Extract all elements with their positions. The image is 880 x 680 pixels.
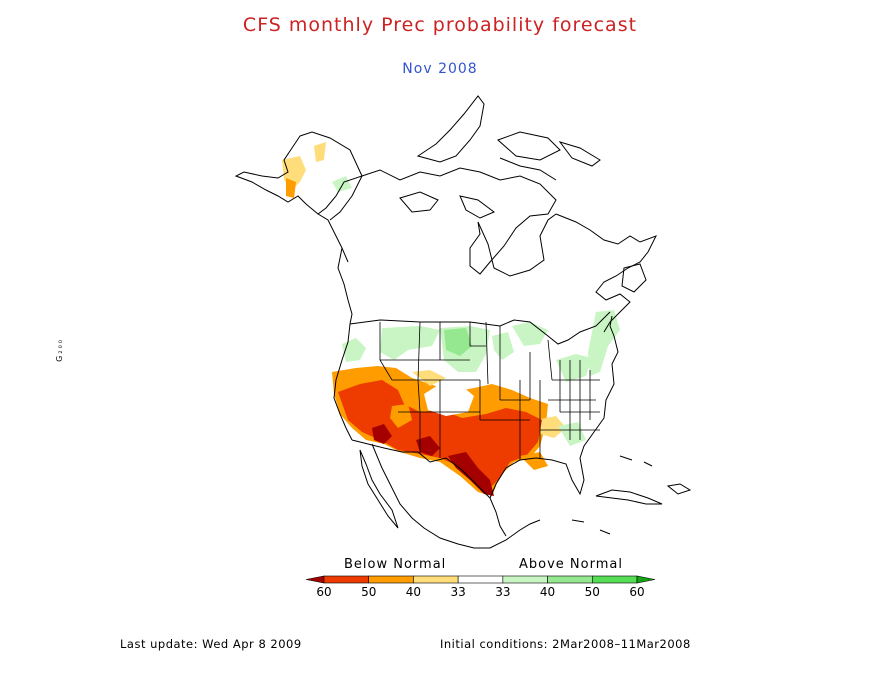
alaska-panhandle	[317, 213, 349, 263]
legend-tick-label: 50	[585, 585, 600, 599]
coastlines-and-borders	[234, 95, 692, 549]
legend-tick-label: 60	[629, 585, 644, 599]
mexico-coastline	[371, 443, 541, 549]
nm-below-60-area	[416, 436, 440, 456]
gulf-below-40-area	[520, 452, 548, 470]
last-update-text: Last update: Wed Apr 8 2009	[120, 637, 302, 651]
great-lakes-above-40-area	[512, 322, 548, 346]
legend-bin	[457, 575, 504, 584]
plains-below-33-area	[412, 370, 446, 386]
ohio-above-40-area	[556, 354, 592, 382]
legend-arrow-below	[305, 575, 325, 584]
alaska-coastline	[234, 131, 363, 215]
legend-bin	[323, 575, 370, 584]
legend-bin	[368, 575, 414, 584]
northeast-above-40-area	[588, 310, 620, 376]
pacific-canada-coast	[337, 247, 353, 325]
dakotas-above-50-area	[444, 328, 472, 356]
legend-tick-label: 50	[361, 585, 376, 599]
baja-california	[359, 449, 399, 529]
yukon-below-33-area	[314, 142, 326, 162]
initial-conditions-text: Initial conditions: 2Mar2008–11Mar2008	[440, 637, 691, 651]
arctic-islands	[399, 95, 601, 219]
legend-bin	[547, 575, 593, 584]
legend-bin	[502, 575, 548, 584]
probability-shading	[282, 142, 620, 496]
newfoundland	[621, 263, 647, 293]
legend-tick-label: 40	[406, 585, 421, 599]
legend-tick-label: 40	[540, 585, 555, 599]
forecast-month: Nov 2008	[402, 61, 478, 77]
hudson-bay-coastline	[477, 213, 557, 277]
above-normal-label: Above Normal	[519, 557, 623, 572]
legend-tick-label: 60	[316, 585, 331, 599]
legend-arrow-above	[636, 575, 656, 584]
colorado-neutral-area	[424, 384, 474, 416]
legend-tick-label: 33	[495, 585, 510, 599]
pnw-above-40-area	[342, 338, 366, 362]
arizona-below-60-area	[372, 424, 392, 444]
us-mexico-border	[351, 439, 491, 499]
alaska-above-40-area	[332, 176, 352, 192]
hispaniola	[666, 483, 692, 495]
carolina-above-40-area	[558, 422, 586, 446]
minnesota-above-40-area	[492, 332, 514, 360]
utah-below-40-area	[390, 404, 412, 428]
us-pacific-coast	[333, 323, 353, 441]
montana-above-40-area	[380, 326, 440, 360]
legend-tick-label: 33	[451, 585, 466, 599]
us-state-borders	[379, 321, 600, 460]
southeast-below-33-area	[536, 416, 566, 438]
gulf-coastline	[489, 315, 619, 499]
map-title: CFS monthly Prec probability forecast	[242, 14, 638, 36]
legend-bin	[413, 575, 459, 584]
legend-bin	[591, 575, 638, 584]
probability-legend: 60 50 40 33 33 40 50 60	[305, 575, 656, 599]
arctic-coastline	[361, 167, 557, 275]
texas-below-60-area	[448, 452, 494, 496]
alaska-below-40-area	[286, 178, 296, 198]
below-normal-label: Below Normal	[344, 557, 447, 572]
cuba	[595, 489, 663, 505]
caribbean-islands	[571, 455, 653, 535]
alaska-canada-border	[329, 175, 363, 221]
